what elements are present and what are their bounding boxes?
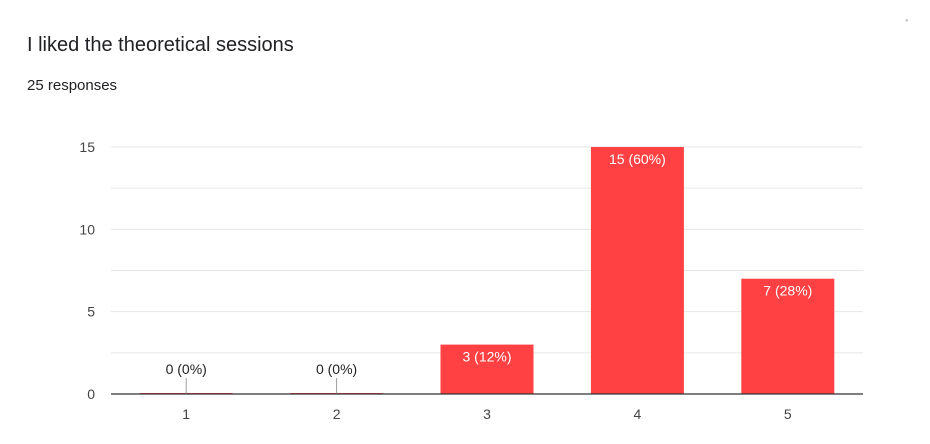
data-label: 0 (0%): [166, 361, 207, 377]
chart-title: I liked the theoretical sessions: [27, 34, 294, 56]
x-tick-label: 1: [182, 406, 190, 422]
x-tick-label: 3: [483, 406, 491, 422]
y-tick-label: 0: [87, 386, 95, 402]
x-tick-label: 4: [634, 406, 642, 422]
data-labels: 0 (0%) 0 (0%) 3 (12%) 15 (60%) 7 (28%): [166, 151, 813, 377]
bar: [440, 344, 534, 394]
bars: [139, 147, 835, 394]
x-tick-label: 5: [784, 406, 792, 422]
data-label: 15 (60%): [609, 151, 666, 167]
data-label: 3 (12%): [462, 349, 511, 365]
response-count: 25 responses: [27, 77, 118, 94]
x-tick-label: 2: [333, 406, 341, 422]
data-label: 0 (0%): [316, 361, 357, 377]
y-tick-label: 5: [87, 304, 95, 320]
y-tick-label: 15: [79, 139, 95, 155]
y-tick-label: 10: [79, 221, 95, 237]
bar: [590, 147, 684, 394]
bar: [741, 278, 835, 394]
data-label: 7 (28%): [763, 283, 812, 299]
y-axis-ticks: 0 5 10 15: [79, 139, 95, 402]
more-options-icon[interactable]: ●: [905, 18, 909, 24]
zero-stems: [185, 378, 338, 394]
x-axis-ticks: 1 2 3 4 5: [182, 406, 792, 422]
